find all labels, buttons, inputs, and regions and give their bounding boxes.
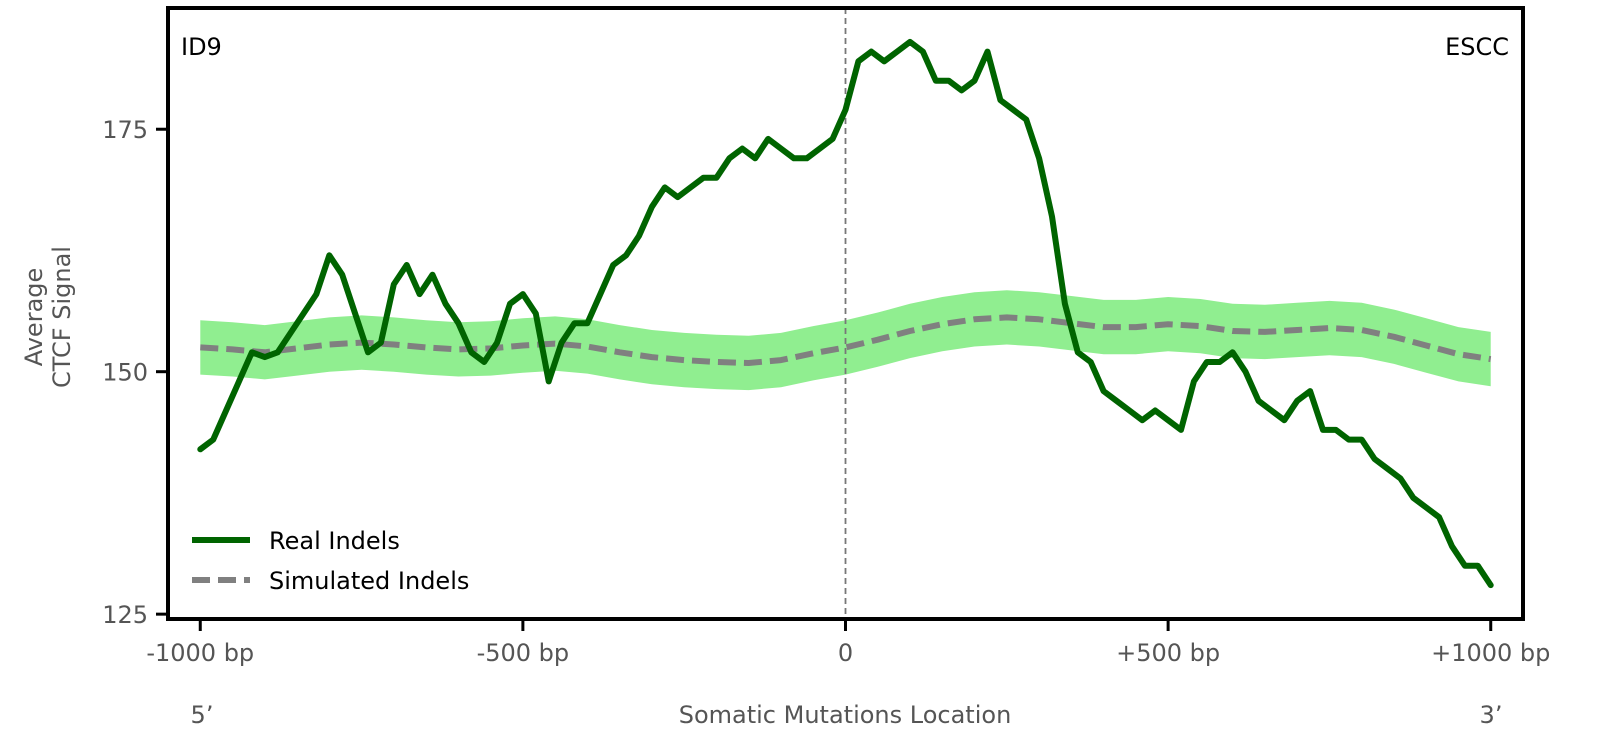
y-axis-label-line1: Average (20, 268, 48, 367)
legend: Real Indels Simulated Indels (192, 527, 469, 595)
panel-label-right: ESCC (1445, 33, 1509, 61)
legend-label-simulated: Simulated Indels (269, 567, 469, 595)
y-tick-label: 150 (102, 359, 148, 387)
y-tick-label: 125 (102, 601, 148, 629)
plot-area (197, 8, 1494, 619)
x-tick-label: -500 bp (477, 639, 570, 667)
series-line-real-indels (197, 38, 1494, 589)
panel-label-left: ID9 (181, 33, 222, 61)
y-tick-label: 175 (102, 116, 148, 144)
x-axis-label: Somatic Mutations Location (679, 701, 1012, 729)
series-line-simulated-indels (200, 314, 1492, 366)
x-tick-label: 0 (838, 639, 853, 667)
legend-label-real: Real Indels (269, 527, 400, 555)
y-axis-label-line2: CTCF Signal (48, 246, 76, 388)
end-label-5prime: 5’ (191, 701, 214, 729)
axes: 125 150 175 -1000 bp -500 bp 0 +500 bp +1000 bp (102, 116, 1550, 667)
end-label-3prime: 3’ (1480, 701, 1503, 729)
x-tick-label: +1000 bp (1431, 639, 1550, 667)
x-tick-label: -1000 bp (146, 639, 254, 667)
x-tick-label: +500 bp (1116, 639, 1220, 667)
